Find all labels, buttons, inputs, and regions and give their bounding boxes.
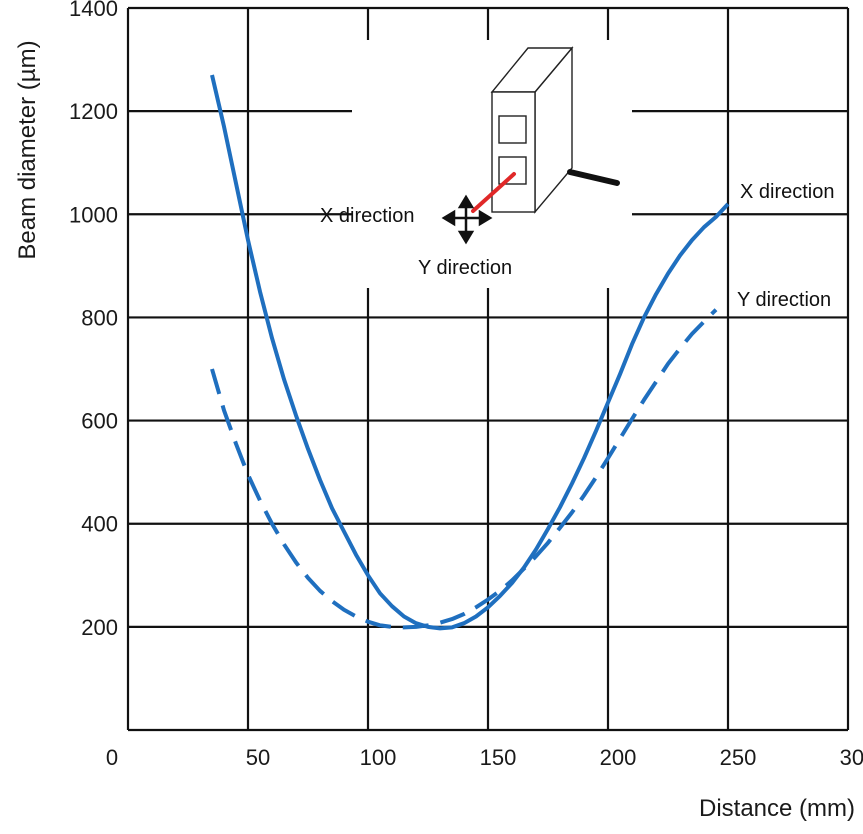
sensor-front-face	[491, 91, 536, 213]
sensor-window-upper	[498, 115, 527, 144]
x-tick-label: 150	[480, 745, 517, 770]
x-tick-label: 250	[720, 745, 757, 770]
y-tick-label: 800	[81, 305, 118, 330]
x-tick-label: 50	[246, 745, 270, 770]
x-tick-label: 200	[600, 745, 637, 770]
series-line-x-direction	[210, 74, 730, 631]
y-tick-label: 1400	[69, 0, 118, 21]
y-tick-labels: 200 400 600 800 1000 1200 1400	[69, 0, 118, 640]
inset-y-direction-label: Y direction	[418, 257, 512, 279]
y-axis-title: Beam diameter (µm)	[14, 40, 41, 259]
x-tick-label: 300	[840, 745, 863, 770]
direction-arrows-icon	[441, 194, 493, 245]
x-axis-title: Distance (mm)	[699, 795, 855, 822]
sensor-window-lower	[498, 156, 527, 185]
series-line-y-direction	[210, 308, 718, 630]
x-tick-label: 0	[106, 745, 118, 770]
y-direction-curve-label: Y direction	[737, 289, 831, 311]
y-tick-label: 1200	[69, 99, 118, 124]
x-tick-labels: 0 50 100 150 200 250 300	[106, 745, 863, 770]
sensor-illustration: X direction Y direction	[320, 46, 620, 279]
series-lines	[210, 74, 730, 631]
laser-beam	[471, 172, 516, 213]
y-tick-label: 1000	[69, 202, 118, 227]
inset-x-direction-label: X direction	[320, 205, 415, 227]
y-tick-label: 600	[81, 409, 118, 434]
x-tick-label: 100	[360, 745, 397, 770]
y-tick-label: 200	[81, 615, 118, 640]
sensor-cable	[567, 169, 620, 186]
x-direction-curve-label: X direction	[740, 181, 835, 203]
y-tick-label: 400	[81, 512, 118, 537]
